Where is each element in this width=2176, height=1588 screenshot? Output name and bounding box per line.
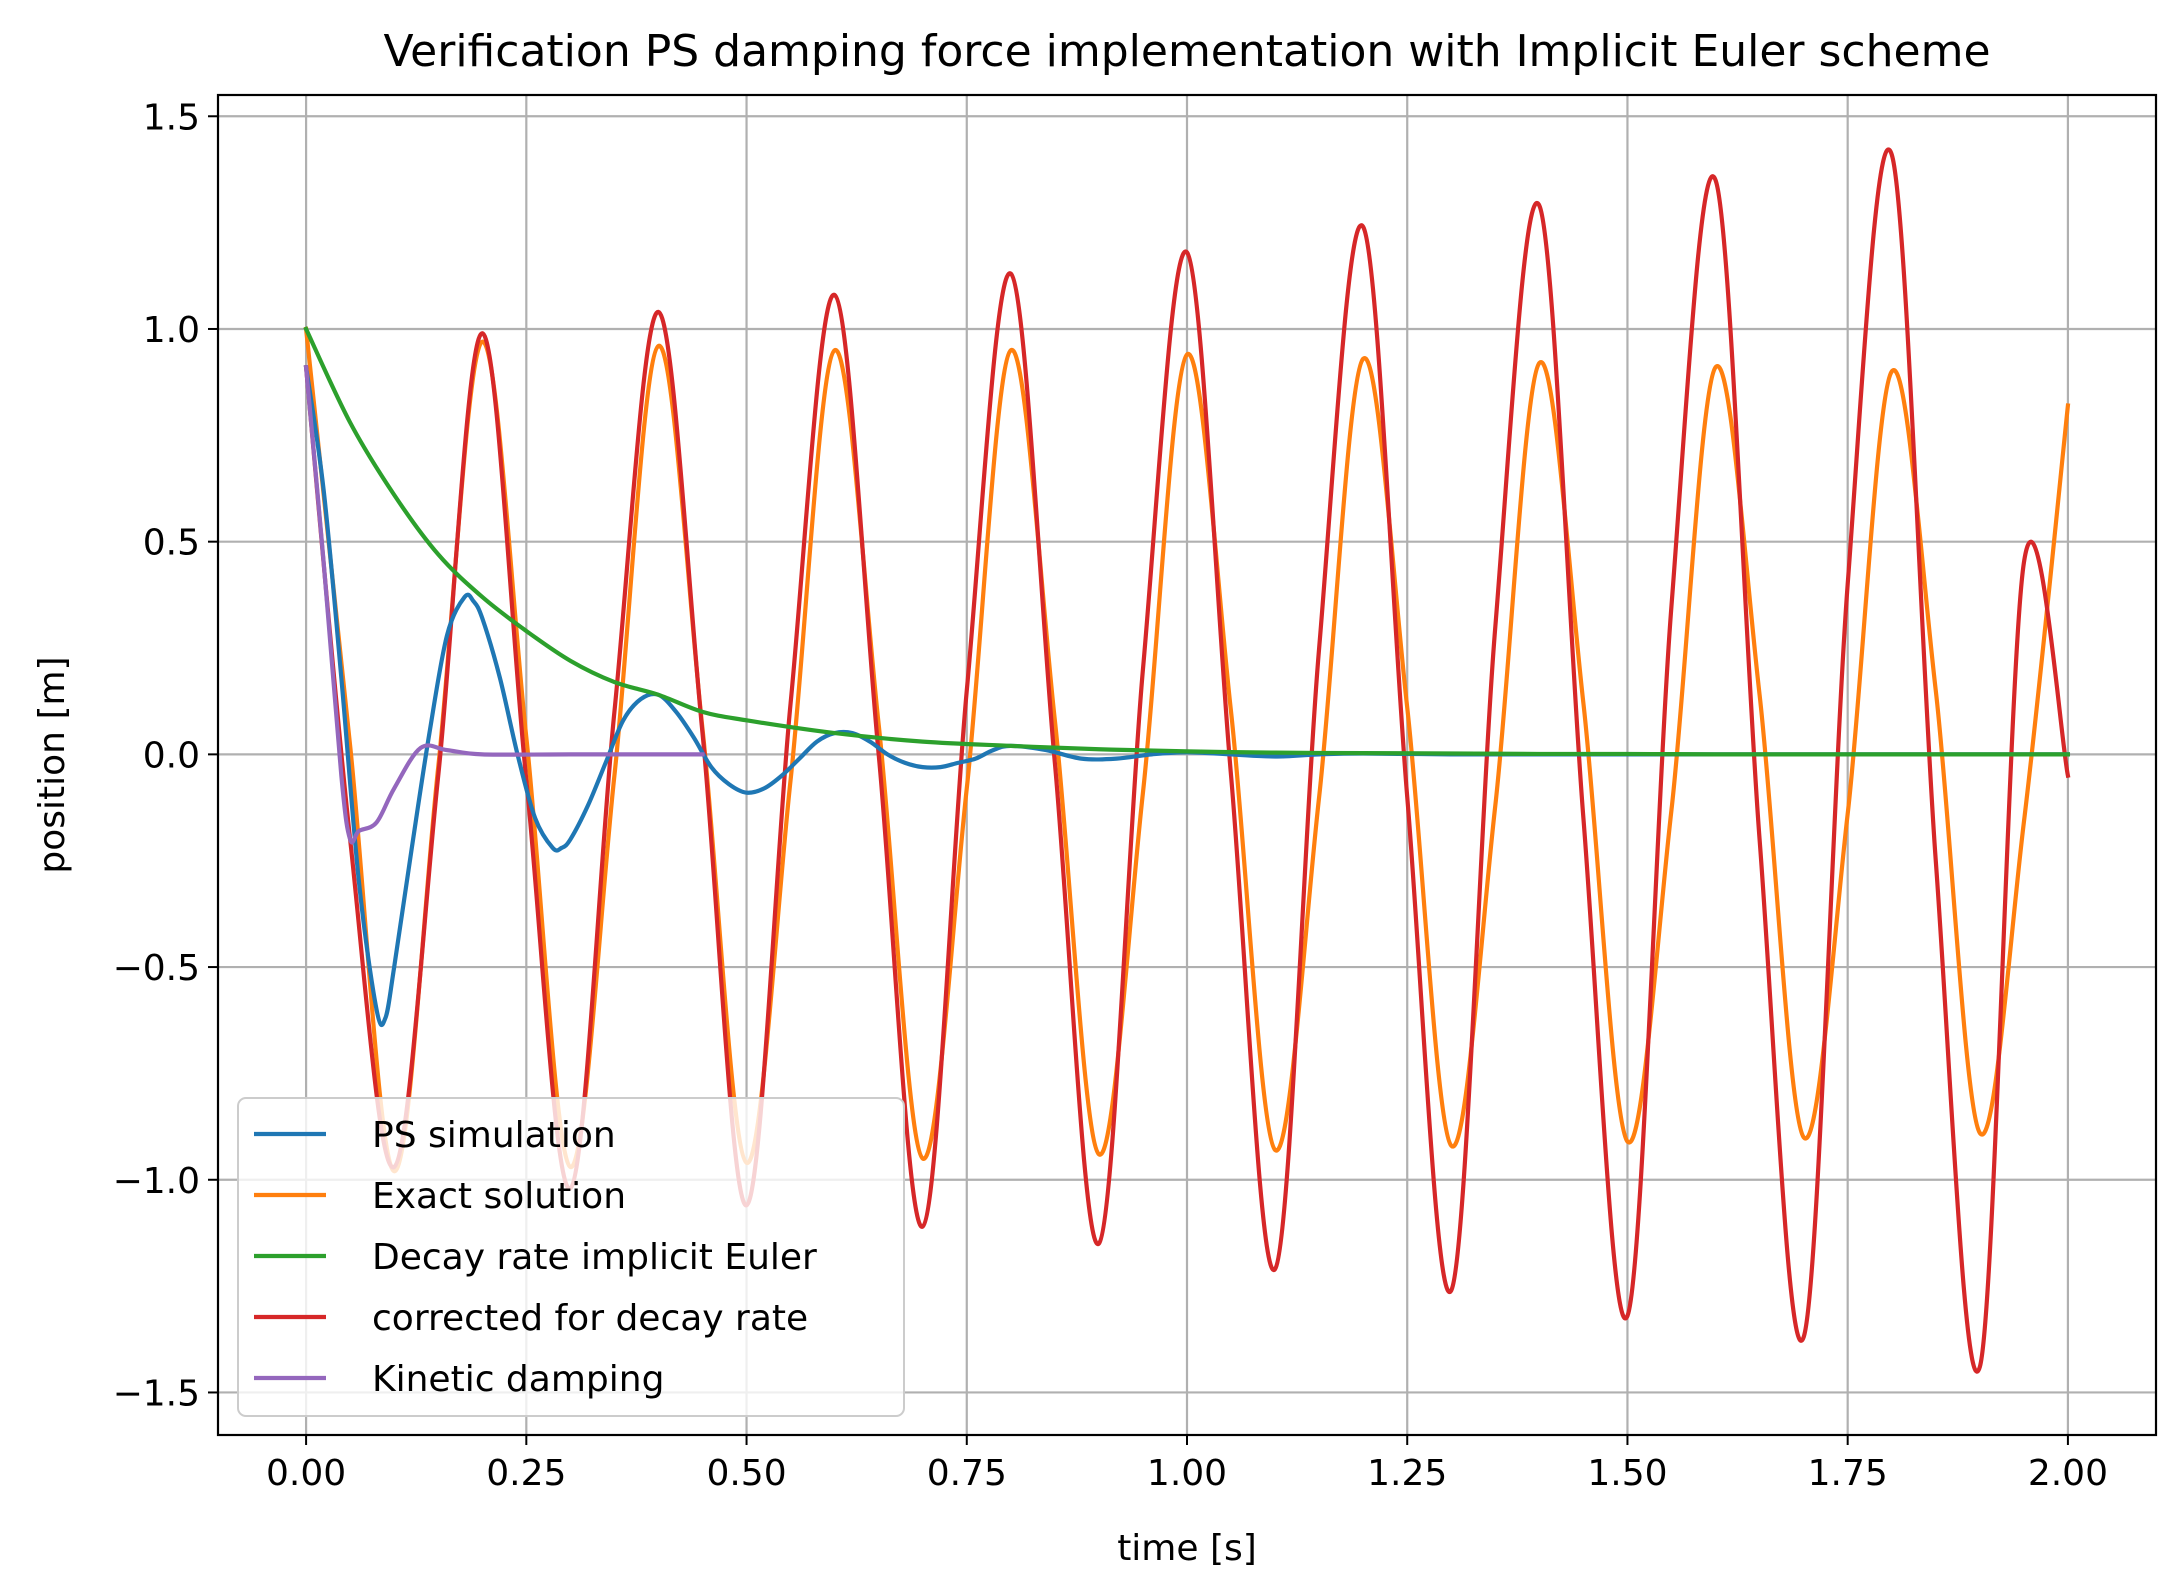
- x-tick-label: 1.00: [1147, 1453, 1227, 1494]
- y-axis-label: position [m]: [32, 656, 73, 873]
- x-tick-label: 1.25: [1367, 1453, 1447, 1494]
- legend-label: Kinetic damping: [372, 1359, 664, 1400]
- series-line-exact-solution: [303, 326, 2071, 1174]
- series-line-kinetic-damping: [303, 364, 705, 845]
- y-tick-label: 1.0: [143, 310, 200, 351]
- legend-label: corrected for decay rate: [372, 1298, 808, 1339]
- legend-label: Exact solution: [372, 1176, 626, 1217]
- grid: [218, 95, 2156, 1435]
- x-tick-label: 2.00: [2028, 1453, 2108, 1494]
- plot-area: [303, 147, 2071, 1374]
- y-axis: −1.5 −1.0 −0.5 0.0 0.5 1.0 1.5: [113, 97, 218, 1414]
- series-line-corrected-for-decay-rate: [303, 147, 2071, 1374]
- x-tick-label: 1.50: [1587, 1453, 1667, 1494]
- y-tick-label: 0.0: [143, 735, 200, 776]
- y-tick-label: 1.5: [143, 97, 200, 138]
- series-line-decay-rate-implicit-euler: [303, 326, 2071, 757]
- legend: PS simulation Exact solution Decay rate im…: [237, 1097, 905, 1417]
- x-axis: 0.00 0.25 0.50 0.75 1.00 1.25 1.50 1.75 2.00: [266, 1435, 2108, 1494]
- legend-label: PS simulation: [372, 1115, 616, 1156]
- legend-box: [237, 1097, 905, 1417]
- x-tick-label: 0.50: [706, 1453, 786, 1494]
- y-tick-label: −1.5: [113, 1373, 200, 1414]
- x-tick-label: 1.75: [1808, 1453, 1888, 1494]
- x-tick-label: 0.25: [486, 1453, 566, 1494]
- y-tick-label: −1.0: [113, 1161, 200, 1202]
- y-tick-label: 0.5: [143, 523, 200, 564]
- chart-title: Verification PS damping force implementa…: [383, 26, 1990, 77]
- x-tick-label: 0.75: [927, 1453, 1007, 1494]
- x-tick-label: 0.00: [266, 1453, 346, 1494]
- x-axis-label: time [s]: [1117, 1528, 1257, 1569]
- legend-label: Decay rate implicit Euler: [372, 1237, 817, 1278]
- y-tick-label: −0.5: [113, 948, 200, 989]
